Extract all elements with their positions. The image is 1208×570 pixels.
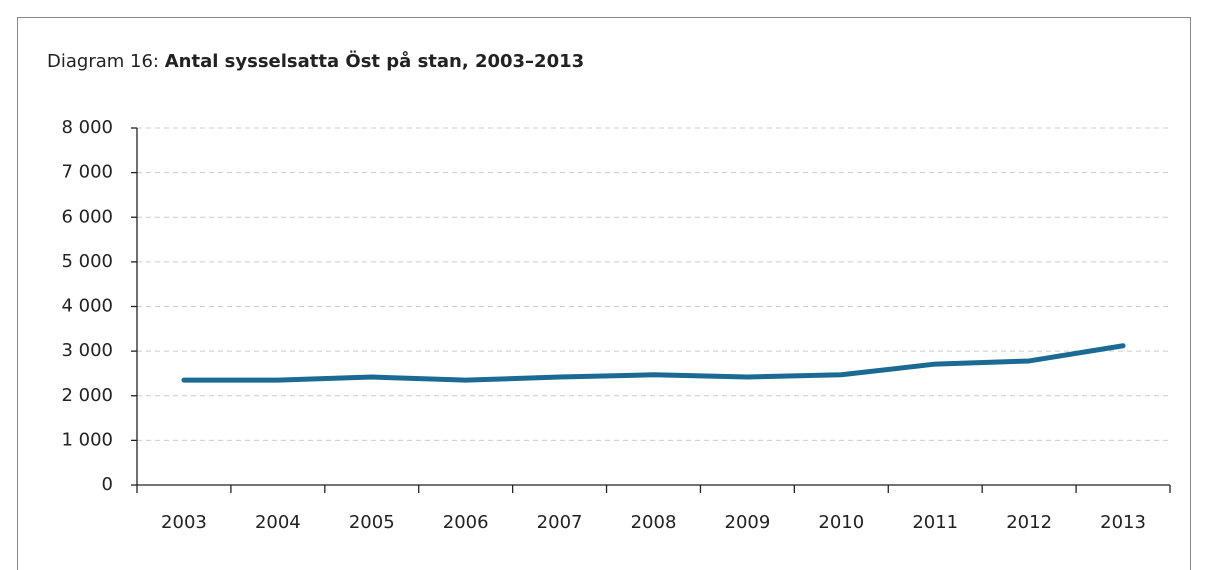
x-tick-label: 2010 (818, 512, 864, 533)
x-tick-label: 2011 (912, 512, 958, 533)
x-tick-label: 2008 (631, 512, 677, 533)
y-tick-label: 0 (102, 474, 113, 495)
x-tick-label: 2013 (1100, 512, 1146, 533)
chart-title-main: Antal sysselsatta Öst på stan, 2003–2013 (165, 50, 584, 72)
y-tick-label: 1 000 (61, 429, 113, 450)
x-tick-label: 2003 (161, 512, 207, 533)
x-tick-label: 2006 (443, 512, 489, 533)
x-tick-label: 2004 (255, 512, 301, 533)
x-tick-label: 2009 (725, 512, 771, 533)
frame (17, 17, 1191, 570)
y-tick-label: 4 000 (61, 296, 113, 317)
y-tick-label: 7 000 (61, 162, 113, 183)
y-tick-label: 6 000 (61, 206, 113, 227)
y-tick-label: 2 000 (61, 385, 113, 406)
data-line (181, 343, 1126, 383)
y-tick-label: 3 000 (61, 340, 113, 361)
chart-label: Diagram 16: (47, 51, 159, 72)
x-tick-label: 2012 (1006, 512, 1052, 533)
y-tick-label: 8 000 (61, 117, 113, 138)
chart-title: Diagram 16: Antal sysselsatta Öst på sta… (47, 50, 584, 72)
x-tick-label: 2007 (537, 512, 583, 533)
x-tick-label: 2005 (349, 512, 395, 533)
y-tick-label: 5 000 (61, 251, 113, 272)
